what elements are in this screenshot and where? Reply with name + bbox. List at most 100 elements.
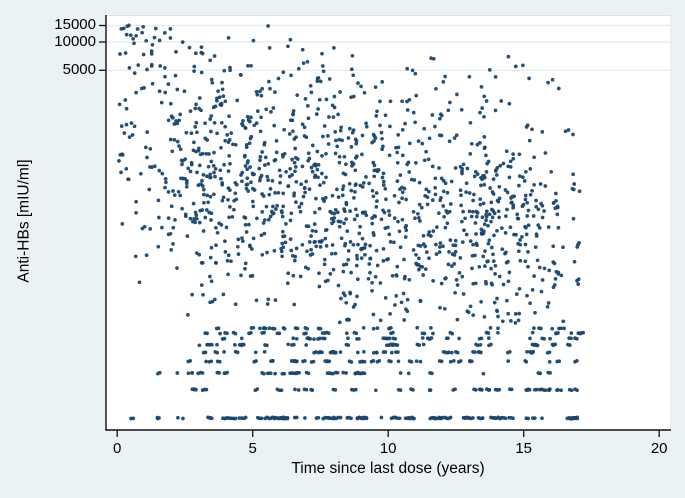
scatter-point	[540, 416, 544, 421]
scatter-point	[576, 282, 581, 286]
scatter-point	[286, 184, 291, 189]
scatter-point	[562, 326, 566, 331]
scatter-point	[208, 117, 213, 121]
scatter-point	[496, 326, 500, 331]
scatter-point	[225, 133, 230, 137]
scatter-point	[193, 210, 198, 215]
scatter-point	[233, 191, 238, 196]
scatter-point	[307, 187, 312, 191]
scatter-point	[205, 193, 210, 198]
scatter-point	[381, 183, 386, 187]
scatter-point	[424, 149, 428, 154]
scatter-point	[269, 209, 274, 214]
scatter-point	[581, 330, 586, 335]
x-tick-label-5: 5	[248, 440, 257, 457]
scatter-point	[468, 152, 473, 156]
scatter-point	[395, 343, 400, 347]
scatter-point	[303, 190, 307, 195]
scatter-point	[156, 198, 161, 203]
scatter-point	[414, 359, 419, 364]
scatter-point	[386, 336, 390, 341]
scatter-point	[467, 209, 472, 214]
scatter-point	[487, 212, 492, 217]
scatter-point	[420, 141, 425, 146]
scatter-point	[383, 186, 388, 191]
scatter-point	[493, 387, 498, 392]
scatter-point	[129, 121, 134, 125]
scatter-point	[464, 190, 468, 194]
scatter-point	[505, 298, 509, 303]
scatter-point	[437, 166, 441, 170]
scatter-point	[556, 225, 561, 230]
scatter-point	[387, 213, 392, 217]
x-tick-label-20: 20	[650, 440, 668, 457]
scatter-point	[511, 156, 516, 161]
scatter-point	[268, 187, 273, 191]
scatter-point	[495, 228, 499, 233]
scatter-point	[274, 150, 279, 155]
scatter-point	[159, 100, 164, 105]
scatter-point	[291, 342, 296, 347]
scatter-point	[326, 415, 331, 420]
scatter-point	[262, 326, 267, 330]
scatter-point	[356, 242, 360, 247]
scatter-point	[262, 231, 267, 236]
scatter-point	[166, 232, 171, 237]
scatter-point	[491, 177, 496, 181]
y-tick-label-15000: 15000	[54, 16, 96, 33]
scatter-point	[341, 184, 346, 188]
scatter-point	[389, 359, 393, 364]
scatter-point	[120, 152, 124, 157]
scatter-point	[320, 51, 324, 56]
scatter-point	[405, 66, 410, 71]
scatter-point	[546, 301, 551, 305]
scatter-point	[571, 187, 576, 192]
scatter-point	[235, 98, 240, 103]
scatter-point	[262, 142, 267, 147]
scatter-point	[209, 218, 213, 222]
scatter-point	[526, 387, 530, 392]
scatter-point	[540, 215, 545, 220]
scatter-point	[137, 280, 142, 285]
scatter-point	[421, 273, 426, 277]
scatter-point	[344, 371, 348, 375]
scatter-point	[359, 247, 363, 252]
scatter-point	[301, 194, 306, 199]
scatter-point	[267, 79, 271, 84]
scatter-point	[157, 89, 162, 94]
scatter-point	[390, 273, 395, 278]
scatter-point	[537, 226, 542, 230]
scatter-point	[418, 359, 423, 364]
scatter-point	[192, 387, 197, 391]
scatter-point	[324, 97, 329, 102]
scatter-point	[470, 266, 474, 271]
scatter-point	[427, 189, 431, 194]
scatter-point	[248, 165, 252, 169]
scatter-point	[406, 371, 411, 376]
scatter-point	[328, 209, 333, 214]
scatter-point	[309, 387, 313, 392]
scatter-point	[207, 210, 212, 215]
scatter-point	[333, 151, 338, 156]
scatter-point	[313, 210, 317, 215]
scatter-point	[339, 296, 343, 301]
scatter-point	[446, 262, 451, 267]
scatter-point	[166, 190, 171, 194]
scatter-point	[264, 204, 269, 209]
scatter-point	[336, 415, 341, 420]
scatter-point	[445, 221, 450, 226]
scatter-point	[496, 209, 501, 214]
scatter-point	[172, 193, 177, 197]
scatter-point	[277, 331, 282, 336]
scatter-point	[525, 214, 530, 218]
scatter-point	[132, 41, 136, 46]
scatter-point	[232, 198, 236, 203]
scatter-point	[464, 232, 469, 237]
scatter-point	[180, 162, 184, 167]
scatter-point	[139, 86, 144, 91]
scatter-point	[441, 80, 446, 84]
scatter-point	[401, 291, 406, 296]
scatter-point	[504, 149, 509, 154]
scatter-point	[566, 128, 571, 132]
scatter-point	[351, 388, 356, 392]
